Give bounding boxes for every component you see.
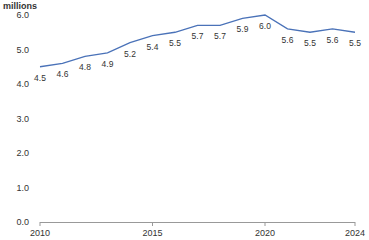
y-tick-label: 4.0 (16, 79, 29, 89)
x-tick-label: 2010 (30, 228, 50, 238)
y-tick-label: 2.0 (16, 148, 29, 158)
data-label: 5.6 (282, 35, 294, 45)
x-axis-line (40, 222, 355, 223)
data-label: 5.9 (237, 24, 249, 34)
data-label: 5.7 (214, 31, 226, 41)
chart: millions0.01.02.03.04.05.06.020102015202… (0, 0, 369, 240)
y-tick-label: 0.0 (16, 217, 29, 227)
data-label: 5.2 (124, 49, 136, 59)
data-label: 5.5 (349, 38, 361, 48)
x-tick (40, 222, 41, 226)
data-label: 6.0 (259, 21, 271, 31)
plot-area (40, 15, 355, 67)
y-tick-label: 6.0 (16, 10, 29, 20)
data-label: 4.9 (102, 59, 114, 69)
x-tick (265, 222, 266, 226)
data-label: 5.5 (304, 38, 316, 48)
data-label: 4.8 (79, 62, 91, 72)
x-tick-label: 2015 (142, 228, 162, 238)
x-tick (152, 222, 153, 226)
data-label: 4.5 (34, 73, 46, 83)
y-tick-label: 5.0 (16, 45, 29, 55)
x-tick (355, 222, 356, 226)
series-line (40, 15, 355, 67)
x-tick-label: 2024 (345, 228, 365, 238)
y-tick-label: 1.0 (16, 183, 29, 193)
data-label: 5.5 (169, 38, 181, 48)
x-tick-label: 2020 (255, 228, 275, 238)
data-label: 5.7 (192, 31, 204, 41)
data-label: 5.6 (327, 35, 339, 45)
y-tick-label: 3.0 (16, 114, 29, 124)
data-label: 5.4 (147, 42, 159, 52)
data-label: 4.6 (57, 69, 69, 79)
